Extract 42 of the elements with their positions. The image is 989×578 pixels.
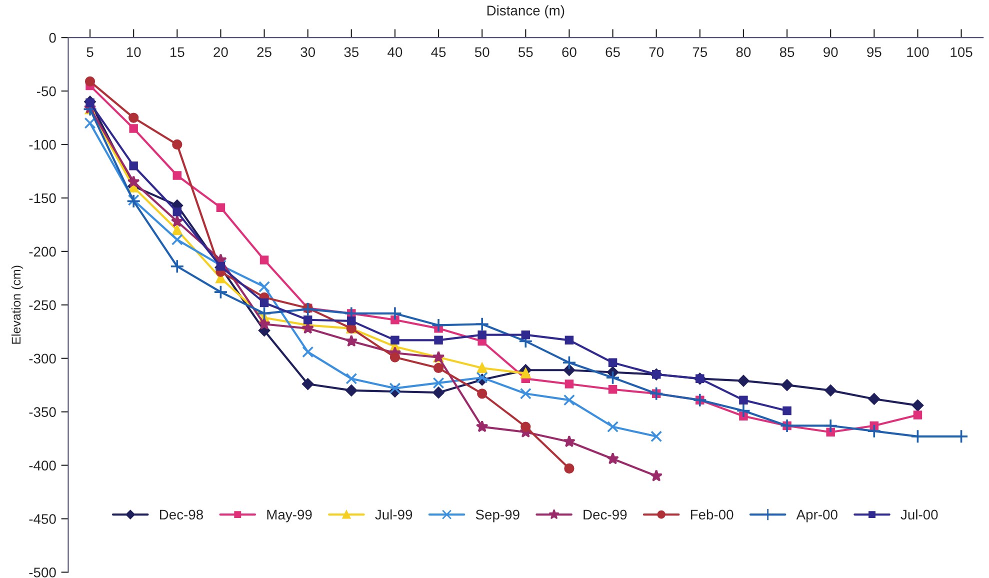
x-tick-label: 100 [907, 47, 929, 58]
x-tick-label: 5 [86, 47, 94, 58]
x-tick-label: 90 [824, 47, 838, 58]
x-tick-label: 105 [950, 47, 972, 58]
x-axis-title: Distance (m) [487, 5, 564, 18]
x-tick-label: 65 [606, 47, 620, 58]
x-tick-label: 15 [170, 47, 184, 58]
legend-label: Sep-99 [476, 510, 520, 522]
y-tick-label: -100 [29, 140, 56, 150]
x-tick-label: 75 [692, 47, 708, 58]
y-tick-label: -450 [29, 514, 56, 524]
y-tick-label: 0 [49, 32, 56, 43]
x-tick-label: 60 [562, 47, 576, 58]
x-tick-label: 80 [736, 47, 751, 58]
y-tick-label: -250 [29, 300, 56, 310]
y-tick-label: -500 [29, 568, 56, 578]
legend-label: Jul-00 [900, 509, 938, 520]
x-tick-label: 45 [431, 47, 446, 58]
legend-label: Dec-99 [584, 510, 627, 520]
x-tick-label: 30 [300, 47, 316, 58]
x-tick-label: 55 [518, 47, 533, 58]
legend-label: Dec-98 [160, 510, 204, 520]
x-tick-label: 70 [649, 47, 664, 58]
x-tick-label: 40 [388, 47, 402, 58]
y-tick-label: -300 [29, 354, 56, 364]
x-tick-label: 20 [214, 47, 228, 58]
y-tick-label: -350 [29, 407, 56, 417]
y-tick-label: -200 [29, 246, 56, 257]
x-tick-label: 10 [126, 47, 141, 58]
legend-label: May-99 [267, 510, 312, 522]
y-tick-label: -50 [36, 86, 56, 96]
y-tick-label: -150 [29, 193, 56, 204]
x-tick-label: 35 [344, 47, 359, 58]
y-tick-label: -400 [29, 460, 56, 470]
x-tick-label: 85 [780, 47, 794, 58]
legend-label: Apr-00 [796, 510, 838, 522]
x-tick-label: 95 [867, 47, 882, 58]
y-axis-title: Elevation (cm) [11, 266, 24, 344]
x-tick-label: 50 [474, 47, 490, 58]
legend-label: Jul-99 [375, 509, 412, 520]
x-tick-label: 25 [257, 47, 272, 58]
legend-label: Feb-00 [690, 509, 734, 520]
